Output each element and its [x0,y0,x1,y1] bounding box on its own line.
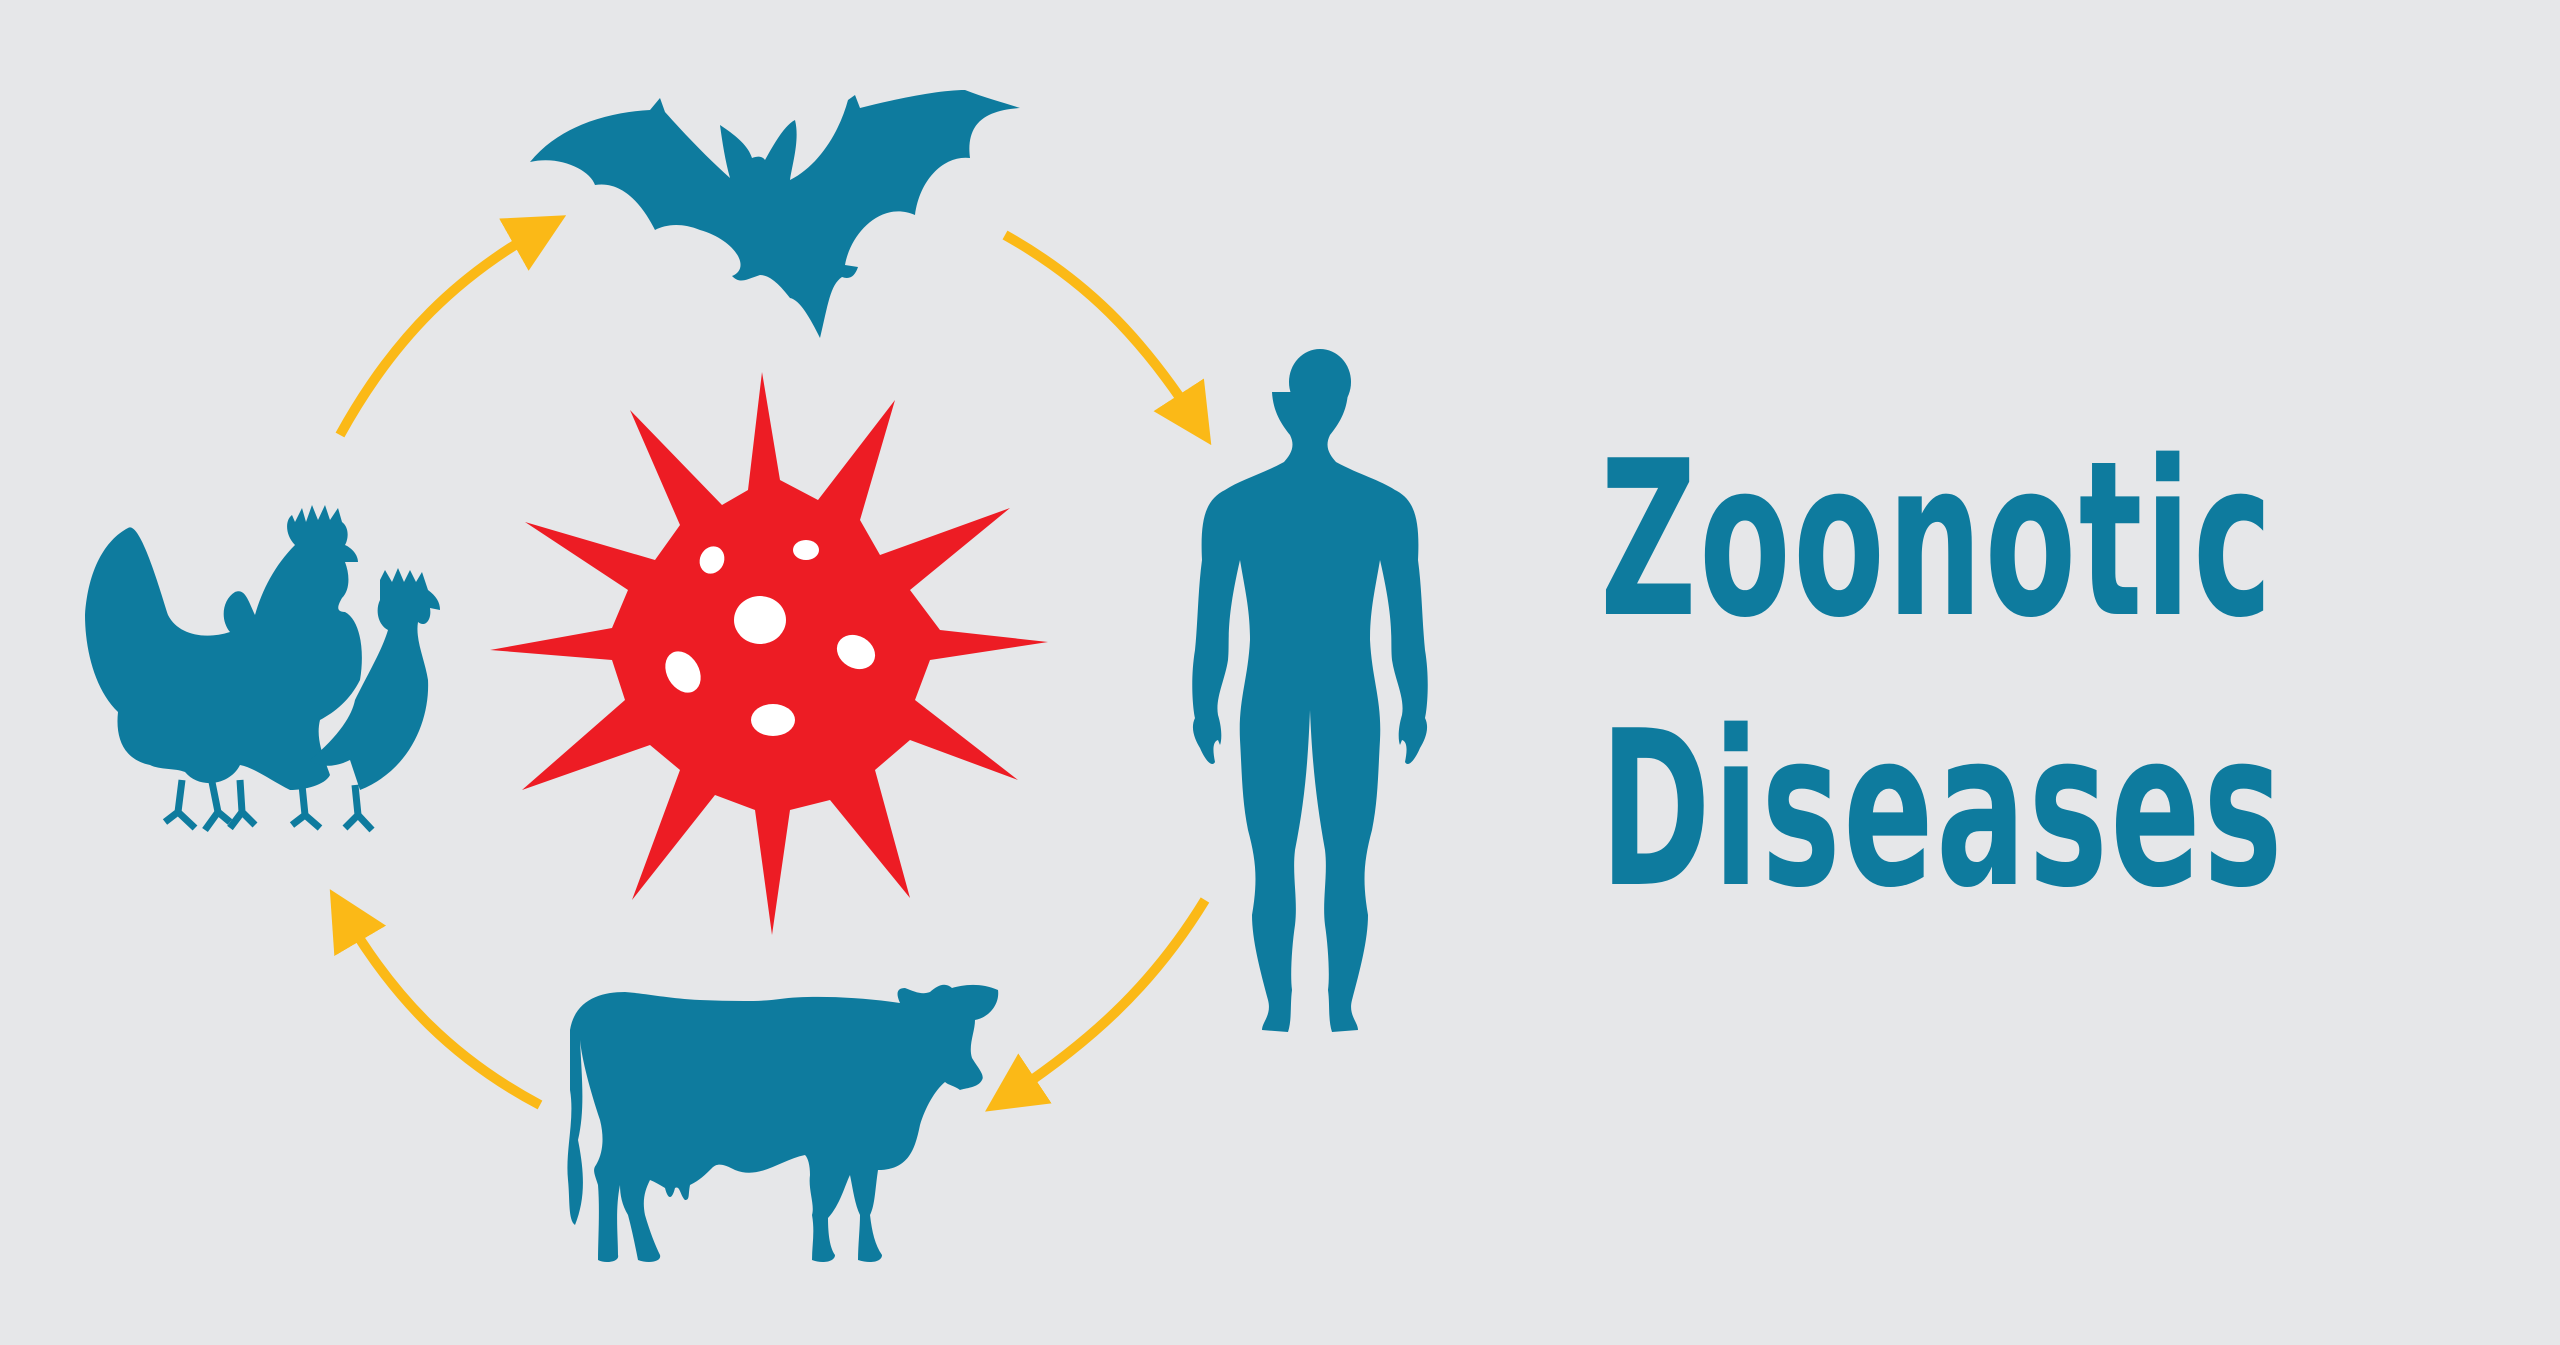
cow-icon [567,984,999,1263]
arrow-cow-to-chicken [329,889,543,1110]
virus-spots [665,540,876,736]
arrow-chicken-to-bat [335,215,567,438]
bat-icon [530,90,1020,338]
title-line-2: Diseases [1600,684,2285,935]
arrow-bat-to-human [1002,230,1212,446]
title-line-1: Zoonotic [1600,414,2275,665]
chicken-icon [85,505,440,833]
human-icon [1192,349,1428,1032]
page-title: Zoonotic Diseases [1600,405,2285,945]
arrow-human-to-cow [985,897,1210,1112]
virus-icon [490,372,1048,935]
cycle-arrows [329,215,1212,1112]
